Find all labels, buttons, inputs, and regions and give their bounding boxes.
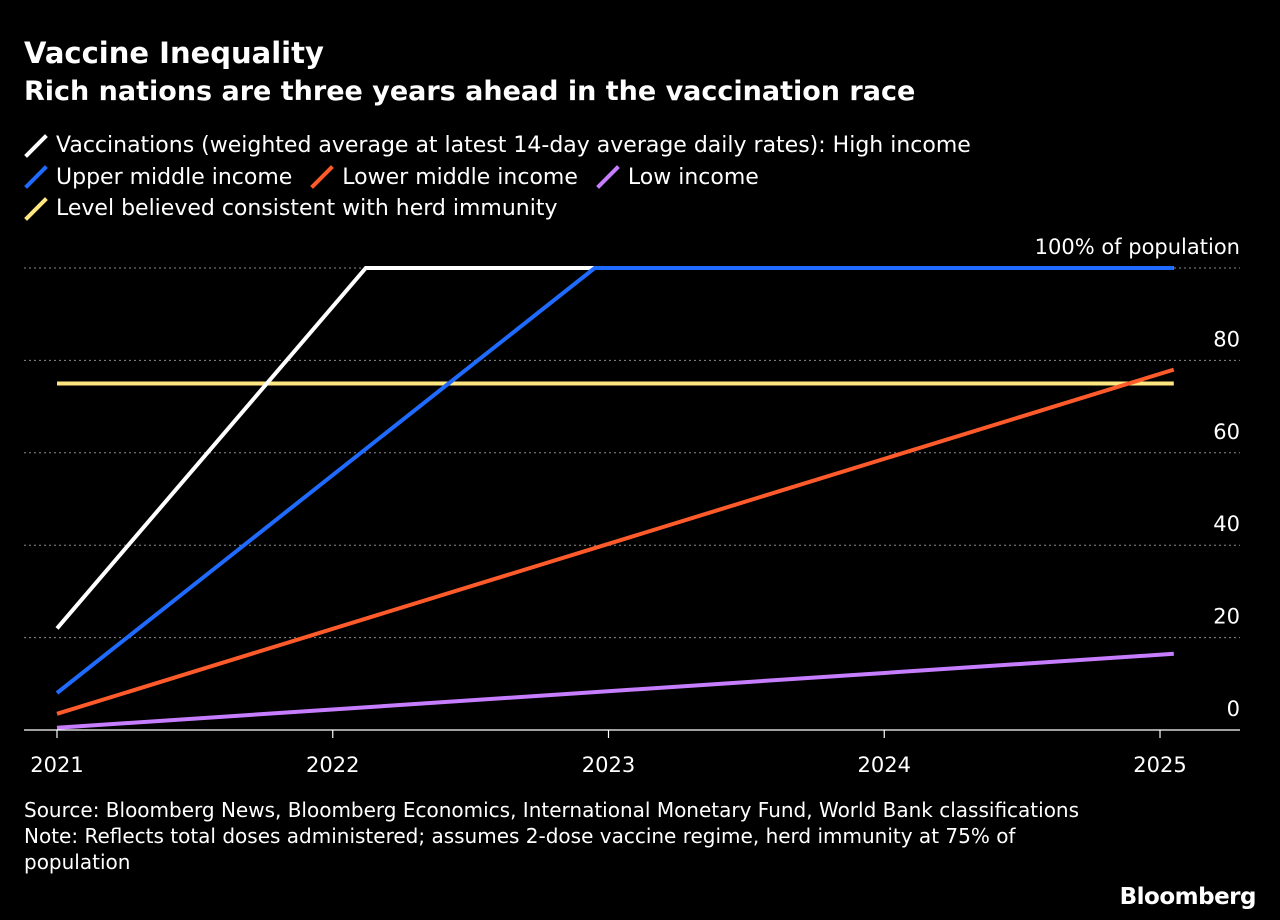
x-tick-label-2025: 2025: [1133, 753, 1186, 777]
series-lines: [55, 266, 1175, 730]
legend: Vaccinations (weighted average at latest…: [24, 130, 989, 225]
legend-row-1: Vaccinations (weighted average at latest…: [24, 130, 989, 162]
y-tick-label-0: 0: [1227, 697, 1240, 721]
y-tick-label-40: 40: [1213, 512, 1240, 536]
legend-item-lower-middle-income: Lower middle income: [310, 162, 578, 194]
legend-label-herd-immunity: Level believed consistent with herd immu…: [56, 196, 558, 221]
chart-title: Vaccine Inequality: [24, 36, 324, 70]
x-axis: 2021 2022 2023 2024 2025: [24, 729, 1240, 777]
legend-label-lower-middle-income: Lower middle income: [342, 164, 578, 190]
legend-row-3: Level believed consistent with herd immu…: [24, 193, 989, 225]
x-tick-label-2021: 2021: [30, 753, 83, 777]
y-tick-label-80: 80: [1213, 327, 1240, 351]
methodology-note: Note: Reflects total doses administered;…: [24, 824, 1016, 874]
legend-item-low-income: Low income: [596, 162, 759, 194]
legend-item-high-income: Vaccinations (weighted average at latest…: [24, 130, 971, 162]
footer: Source: Bloomberg News, Bloomberg Econom…: [24, 797, 1084, 875]
bloomberg-logo: Bloomberg: [1119, 884, 1257, 910]
y-tick-label-20: 20: [1213, 605, 1240, 629]
y-tick-label-60: 60: [1213, 420, 1240, 444]
source-note: Source: Bloomberg News, Bloomberg Econom…: [24, 798, 1080, 822]
legend-label-upper-middle-income: Upper middle income: [56, 164, 293, 190]
legend-swatch-high-income: [24, 133, 48, 158]
gridlines: 0 20 40 60 80 100% of population: [24, 235, 1240, 721]
chart-subtitle: Rich nations are three years ahead in th…: [24, 76, 916, 107]
legend-swatch-lower-middle-income: [310, 165, 335, 190]
legend-row-2: Upper middle income Lower middle income …: [24, 162, 989, 194]
legend-item-herd-immunity: Level believed consistent with herd immu…: [24, 193, 557, 225]
legend-swatch-upper-middle-income: [24, 165, 48, 190]
legend-label-low-income: Low income: [627, 164, 759, 190]
series-lower-middle-income: [56, 367, 1175, 716]
x-tick-label-2023: 2023: [582, 753, 635, 777]
legend-swatch-low-income: [596, 165, 620, 190]
x-tick-label-2022: 2022: [306, 753, 359, 777]
y-tick-label-100: 100% of population: [1035, 235, 1240, 259]
legend-label-high-income: Vaccinations (weighted average at latest…: [56, 133, 971, 158]
legend-item-upper-middle-income: Upper middle income: [24, 162, 292, 194]
series-upper-middle-income: [55, 266, 1174, 695]
series-low-income: [56, 651, 1174, 730]
x-tick-label-2024: 2024: [858, 753, 911, 777]
legend-swatch-herd-immunity: [24, 196, 48, 221]
series-high-income: [55, 266, 1174, 630]
